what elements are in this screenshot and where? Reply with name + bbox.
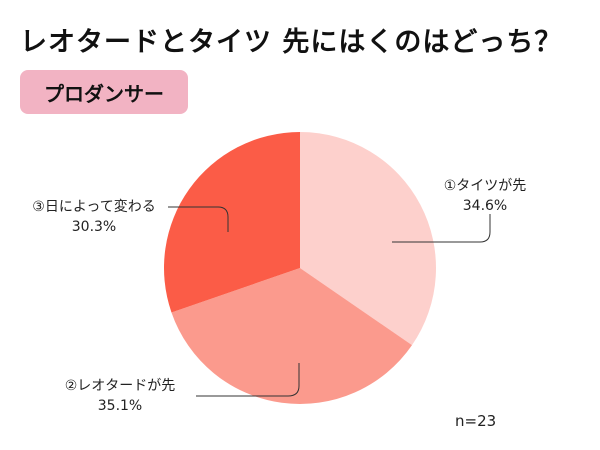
label-percent: 30.3% [71, 219, 117, 235]
leader-line-tights-first [392, 214, 491, 243]
slice-tights-first [300, 132, 437, 346]
segment-badge: プロダンサー [20, 70, 188, 114]
slice-depends-on-day [163, 132, 300, 313]
label-leotard-first: ②レオタードが先 35.1% [40, 376, 200, 416]
label-name: ①タイツが先 [443, 178, 527, 194]
label-tights-first: ①タイツが先 34.6% [420, 176, 550, 216]
slice-leotard-first [171, 268, 413, 405]
label-name: ③日によって変わる [32, 199, 156, 215]
label-name: ②レオタードが先 [64, 378, 176, 394]
label-depends-on-day: ③日によって変わる 30.3% [14, 197, 174, 237]
label-percent: 34.6% [462, 198, 508, 214]
leader-line-leotard-first [196, 363, 300, 397]
chart-title: レオタードとタイツ 先にはくのはどっち？ [20, 27, 563, 58]
sample-size: n=23 [455, 412, 497, 430]
label-percent: 35.1% [97, 398, 143, 414]
leader-line-depends-on-day [168, 206, 229, 232]
